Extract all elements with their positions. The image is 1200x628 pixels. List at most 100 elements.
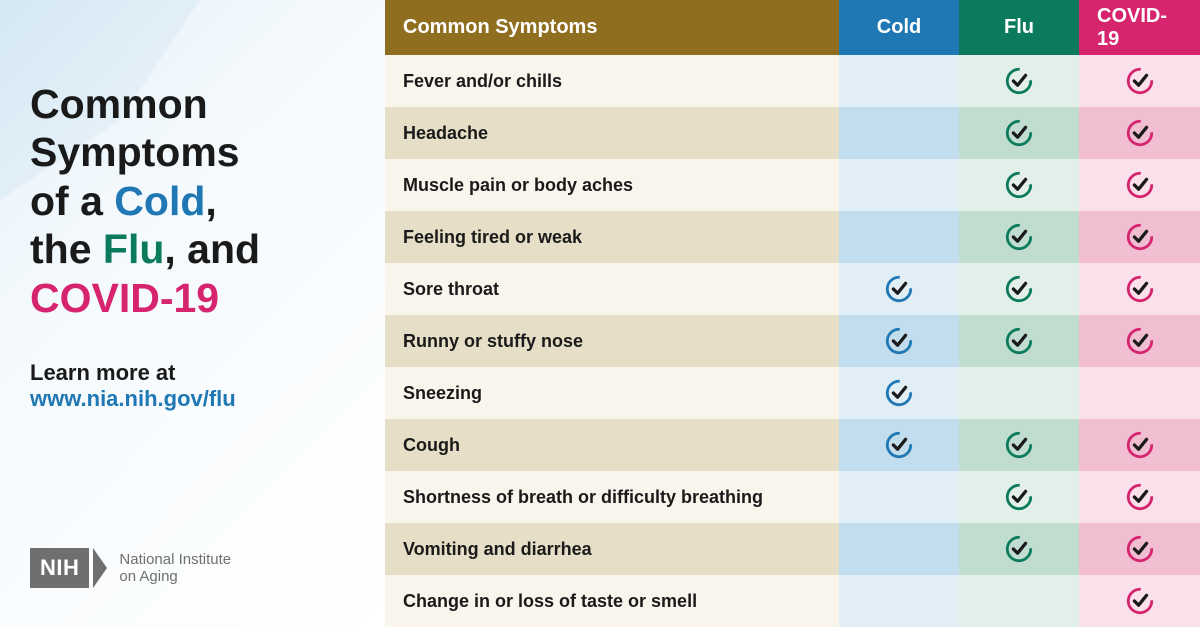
- table-body: Fever and/or chillsHeadacheMuscle pain o…: [385, 55, 1200, 627]
- covid-cell: [1079, 523, 1200, 575]
- cold-cell: [839, 211, 959, 263]
- cold-cell: [839, 367, 959, 419]
- flu-cell: [959, 315, 1079, 367]
- check-icon: [1004, 326, 1034, 356]
- check-icon: [1004, 430, 1034, 460]
- table-row: Feeling tired or weak: [385, 211, 1200, 263]
- covid-cell: [1079, 263, 1200, 315]
- check-icon: [1125, 326, 1155, 356]
- check-icon: [1004, 118, 1034, 148]
- table-row: Runny or stuffy nose: [385, 315, 1200, 367]
- header-covid: COVID-19: [1079, 0, 1200, 55]
- check-icon: [884, 430, 914, 460]
- symptom-cell: Fever and/or chills: [385, 55, 839, 107]
- check-icon: [884, 326, 914, 356]
- check-icon: [1125, 66, 1155, 96]
- flu-cell: [959, 367, 1079, 419]
- check-icon: [1125, 482, 1155, 512]
- covid-cell: [1079, 55, 1200, 107]
- covid-cell: [1079, 471, 1200, 523]
- check-icon: [1004, 170, 1034, 200]
- symptom-cell: Muscle pain or body aches: [385, 159, 839, 211]
- table-row: Cough: [385, 419, 1200, 471]
- cold-cell: [839, 471, 959, 523]
- covid-cell: [1079, 419, 1200, 471]
- title-line1: Common Symptoms: [30, 81, 240, 175]
- check-icon: [1004, 482, 1034, 512]
- check-icon: [1125, 586, 1155, 616]
- title-covid: COVID-19: [30, 275, 219, 321]
- title-line2a: of a: [30, 178, 114, 224]
- flu-cell: [959, 55, 1079, 107]
- check-icon: [1125, 534, 1155, 564]
- symptom-cell: Shortness of breath or difficulty breath…: [385, 471, 839, 523]
- check-icon: [884, 378, 914, 408]
- table-header-row: Common Symptoms Cold Flu COVID-19: [385, 0, 1200, 55]
- learn-label: Learn more at: [30, 360, 176, 385]
- symptom-cell: Sneezing: [385, 367, 839, 419]
- cold-cell: [839, 419, 959, 471]
- table-row: Vomiting and diarrhea: [385, 523, 1200, 575]
- symptom-cell: Cough: [385, 419, 839, 471]
- header-cold: Cold: [839, 0, 959, 55]
- cold-cell: [839, 575, 959, 627]
- cold-cell: [839, 263, 959, 315]
- flu-cell: [959, 211, 1079, 263]
- page-title: Common Symptoms of a Cold, the Flu, and …: [30, 80, 365, 322]
- title-line2b: ,: [205, 178, 216, 224]
- table-row: Shortness of breath or difficulty breath…: [385, 471, 1200, 523]
- nia-text: National Institute on Aging: [119, 551, 231, 586]
- check-icon: [1004, 66, 1034, 96]
- learn-url[interactable]: www.nia.nih.gov/flu: [30, 386, 236, 411]
- cold-cell: [839, 55, 959, 107]
- covid-cell: [1079, 159, 1200, 211]
- covid-cell: [1079, 107, 1200, 159]
- check-icon: [1125, 274, 1155, 304]
- check-icon: [1125, 222, 1155, 252]
- title-line3a: the: [30, 226, 103, 272]
- table-row: Fever and/or chills: [385, 55, 1200, 107]
- nih-logo: NIH National Institute on Aging: [30, 548, 365, 588]
- covid-cell: [1079, 575, 1200, 627]
- title-flu: Flu: [103, 226, 164, 272]
- left-panel: Common Symptoms of a Cold, the Flu, and …: [0, 0, 385, 628]
- title-cold: Cold: [114, 178, 205, 224]
- flu-cell: [959, 471, 1079, 523]
- flu-cell: [959, 419, 1079, 471]
- header-flu: Flu: [959, 0, 1079, 55]
- symptom-cell: Change in or loss of taste or smell: [385, 575, 839, 627]
- flu-cell: [959, 263, 1079, 315]
- nih-box: NIH: [30, 548, 89, 588]
- table-row: Change in or loss of taste or smell: [385, 575, 1200, 627]
- check-icon: [1125, 118, 1155, 148]
- check-icon: [1004, 274, 1034, 304]
- table-row: Sneezing: [385, 367, 1200, 419]
- flu-cell: [959, 523, 1079, 575]
- check-icon: [884, 274, 914, 304]
- flu-cell: [959, 107, 1079, 159]
- check-icon: [1004, 534, 1034, 564]
- nia-line2: on Aging: [119, 568, 177, 585]
- symptom-cell: Vomiting and diarrhea: [385, 523, 839, 575]
- table-row: Sore throat: [385, 263, 1200, 315]
- check-icon: [1004, 222, 1034, 252]
- table-row: Muscle pain or body aches: [385, 159, 1200, 211]
- title-line3b: , and: [164, 226, 260, 272]
- cold-cell: [839, 159, 959, 211]
- cold-cell: [839, 315, 959, 367]
- covid-cell: [1079, 315, 1200, 367]
- cold-cell: [839, 523, 959, 575]
- check-icon: [1125, 170, 1155, 200]
- nia-line1: National Institute: [119, 551, 231, 568]
- header-symptom: Common Symptoms: [385, 0, 839, 55]
- learn-more: Learn more at www.nia.nih.gov/flu: [30, 360, 365, 412]
- chevron-icon: [93, 548, 107, 588]
- symptom-table: Common Symptoms Cold Flu COVID-19 Fever …: [385, 0, 1200, 628]
- flu-cell: [959, 159, 1079, 211]
- symptom-cell: Headache: [385, 107, 839, 159]
- check-icon: [1125, 430, 1155, 460]
- table-row: Headache: [385, 107, 1200, 159]
- covid-cell: [1079, 211, 1200, 263]
- symptom-cell: Runny or stuffy nose: [385, 315, 839, 367]
- covid-cell: [1079, 367, 1200, 419]
